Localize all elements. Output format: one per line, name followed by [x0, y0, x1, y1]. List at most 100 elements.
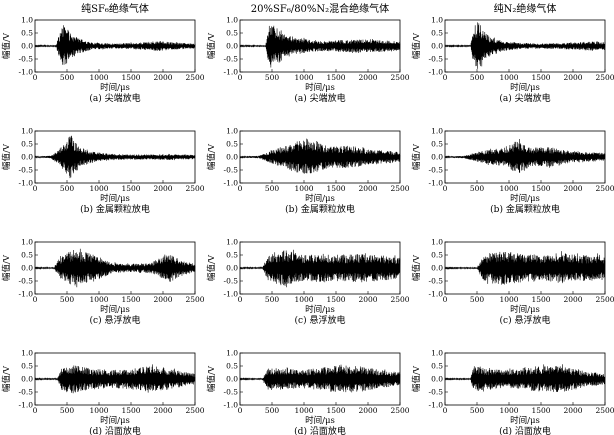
y-tick-label: -1.0 [429, 179, 444, 188]
x-axis-label: 时间/μs [510, 82, 540, 93]
x-tick-label: 2000 [563, 73, 582, 82]
x-tick-label: 2500 [185, 184, 204, 193]
y-tick-label: -1.0 [19, 290, 34, 299]
waveform-trace [239, 138, 401, 174]
x-tick-label: 1500 [326, 73, 345, 82]
x-axis-label: 时间/μs [305, 304, 335, 315]
x-axis-label: 时间/μs [510, 193, 540, 204]
y-axis-label: 幅值/V [206, 254, 217, 281]
x-tick-label: 1500 [326, 295, 345, 304]
y-tick-label: -0.5 [224, 388, 239, 397]
x-axis-label: 时间/μs [100, 415, 130, 426]
y-tick-label: -1.0 [19, 179, 34, 188]
x-tick-label: 500 [60, 73, 75, 82]
x-tick-label: 2500 [595, 73, 614, 82]
y-tick-label: 1.0 [21, 127, 33, 136]
x-tick-label: 2500 [390, 184, 409, 193]
waveform-trace [34, 248, 196, 288]
y-tick-label: -0.5 [429, 388, 444, 397]
panel-caption: (c) 悬浮放电 [295, 314, 346, 326]
waveform-trace [444, 364, 606, 392]
y-tick-label: 0.5 [226, 251, 238, 260]
x-tick-label: 0 [33, 184, 38, 193]
x-tick-label: 1500 [326, 406, 345, 415]
y-tick-label: 1.0 [431, 127, 443, 136]
x-tick-label: 1000 [499, 184, 518, 193]
x-tick-label: 1500 [531, 73, 550, 82]
x-tick-label: 0 [238, 73, 243, 82]
panel-caption: (a) 尖端放电 [89, 92, 140, 104]
x-tick-label: 1500 [121, 184, 140, 193]
x-tick-label: 2000 [358, 184, 377, 193]
y-tick-label: 0.0 [21, 42, 33, 51]
y-tick-label: -1.0 [429, 68, 444, 77]
x-tick-label: 0 [443, 295, 448, 304]
x-tick-label: 500 [60, 406, 75, 415]
y-tick-label: 0.5 [431, 140, 443, 149]
y-tick-label: 1.0 [226, 16, 238, 25]
waveform-trace [444, 251, 606, 285]
waveform-panel: -1.0 -0.5 0.0 0.5 1.0 0 500 1000 1500 2000 2500 幅值/… [1, 16, 205, 105]
panel-caption: (b) 金属颗粒放电 [490, 203, 560, 215]
waveform-panel: -1.0 -0.5 0.0 0.5 1.0 0 500 1000 1500 2000 2500 幅值/… [206, 127, 410, 216]
y-axis-label: 幅值/V [1, 143, 12, 170]
x-axis-label: 时间/μs [510, 415, 540, 426]
x-axis-label: 时间/μs [100, 82, 130, 93]
y-axis-label: 幅值/V [1, 32, 12, 59]
x-tick-label: 0 [238, 406, 243, 415]
x-tick-label: 1000 [499, 73, 518, 82]
panel-caption: (c) 悬浮放电 [90, 314, 141, 326]
x-tick-label: 2000 [358, 406, 377, 415]
x-tick-label: 500 [265, 184, 280, 193]
panel-caption: (d) 沿面放电 [499, 425, 551, 435]
y-tick-label: 1.0 [21, 16, 33, 25]
waveform-trace [239, 364, 401, 393]
x-tick-label: 500 [60, 295, 75, 304]
waveform-panel: -1.0 -0.5 0.0 0.5 1.0 0 500 1000 1500 2000 2500 幅值/… [411, 238, 614, 327]
x-tick-label: 2500 [390, 73, 409, 82]
x-tick-label: 2500 [390, 406, 409, 415]
y-axis-label: 幅值/V [206, 143, 217, 170]
y-tick-label: 0.0 [431, 375, 443, 384]
waveform-trace [444, 22, 606, 69]
x-tick-label: 500 [265, 406, 280, 415]
x-tick-label: 0 [33, 295, 38, 304]
y-tick-label: 0.0 [226, 375, 238, 384]
x-tick-label: 1000 [294, 295, 313, 304]
x-tick-label: 2000 [563, 295, 582, 304]
y-tick-label: 0.5 [21, 251, 33, 260]
y-axis-label: 幅值/V [411, 143, 422, 170]
x-tick-label: 500 [470, 73, 485, 82]
x-tick-label: 0 [33, 73, 38, 82]
x-tick-label: 500 [60, 184, 75, 193]
y-axis-label: 幅值/V [206, 32, 217, 59]
y-tick-label: 0.5 [431, 29, 443, 38]
waveform-trace [34, 25, 196, 65]
y-tick-label: 0.0 [226, 153, 238, 162]
x-tick-label: 0 [443, 73, 448, 82]
x-tick-label: 1000 [89, 73, 108, 82]
x-tick-label: 1000 [294, 184, 313, 193]
y-tick-label: -0.5 [19, 166, 34, 175]
y-tick-label: 1.0 [431, 349, 443, 358]
x-tick-label: 2500 [390, 295, 409, 304]
y-tick-label: -0.5 [19, 277, 34, 286]
waveform-panel: -1.0 -0.5 0.0 0.5 1.0 0 500 1000 1500 2000 2500 幅值/… [411, 127, 614, 216]
panel-caption: (d) 沿面放电 [89, 425, 141, 435]
y-tick-label: -1.0 [19, 401, 34, 410]
y-tick-label: 0.5 [21, 140, 33, 149]
y-axis-label: 幅值/V [1, 254, 12, 281]
x-tick-label: 2500 [185, 73, 204, 82]
x-tick-label: 1000 [89, 184, 108, 193]
waveform-trace [34, 364, 196, 394]
x-tick-label: 2500 [185, 295, 204, 304]
panel-caption: (b) 金属颗粒放电 [285, 203, 355, 215]
y-tick-label: 1.0 [21, 238, 33, 247]
x-axis-label: 时间/μs [305, 193, 335, 204]
y-tick-label: 1.0 [431, 16, 443, 25]
column-title: 20%SF₆/80%N₂混合绝缘气体 [251, 2, 389, 15]
waveform-panel: -1.0 -0.5 0.0 0.5 1.0 0 500 1000 1500 2000 2500 幅值/… [206, 349, 410, 435]
x-axis-label: 时间/μs [510, 304, 540, 315]
y-tick-label: -1.0 [19, 68, 34, 77]
y-tick-label: 0.0 [226, 42, 238, 51]
